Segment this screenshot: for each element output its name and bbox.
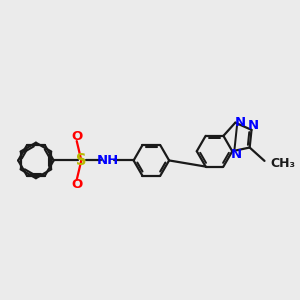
Text: N: N [234, 116, 245, 129]
Text: NH: NH [96, 154, 118, 167]
Text: N: N [248, 119, 259, 132]
Text: S: S [76, 153, 87, 168]
Text: O: O [71, 178, 82, 190]
Text: O: O [71, 130, 82, 143]
Text: CH₃: CH₃ [270, 158, 295, 170]
Text: N: N [230, 148, 242, 161]
